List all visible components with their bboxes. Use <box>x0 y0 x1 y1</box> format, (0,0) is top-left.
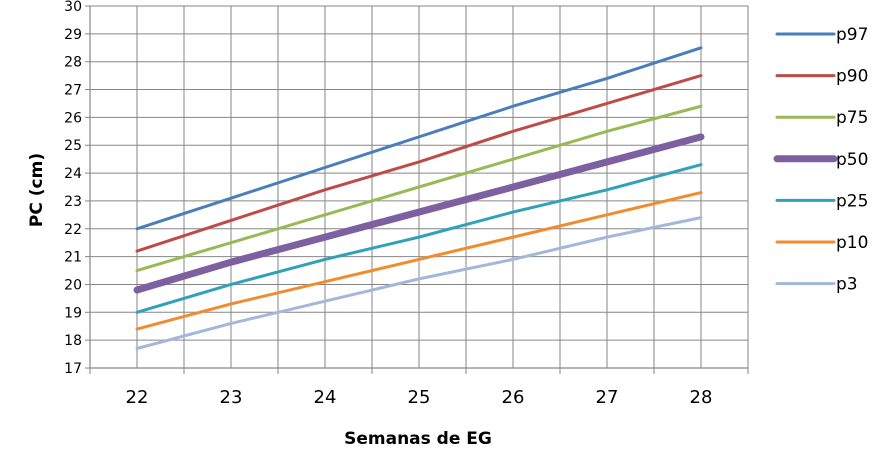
legend-label: p25 <box>836 191 868 211</box>
legend-label: p75 <box>836 108 868 128</box>
series-line-p3 <box>135 216 703 351</box>
legend-item-p10: p10 <box>775 233 868 253</box>
y-tick-label: 18 <box>64 333 82 349</box>
y-tick-label: 24 <box>64 166 82 182</box>
legend-label: p90 <box>836 67 868 87</box>
legend-item-p3: p3 <box>775 275 858 295</box>
legend-item-p25: p25 <box>775 191 868 211</box>
series-line-p90 <box>135 74 703 253</box>
y-tick-label: 21 <box>64 250 82 266</box>
series-line-p97 <box>135 46 703 231</box>
y-tick-label: 17 <box>64 361 82 377</box>
legend-label: p97 <box>836 25 868 45</box>
y-tick-label: 23 <box>64 194 82 210</box>
series-line-p50 <box>133 133 705 294</box>
series-lines <box>133 46 705 351</box>
axes: 17 18 19 20 21 22 23 24 25 26 27 28 29 30 22 23 24 25 26 27… <box>64 0 749 408</box>
legend-item-p90: p90 <box>775 67 868 87</box>
y-tick-label: 29 <box>64 27 82 43</box>
x-tick-label: 26 <box>502 387 525 408</box>
y-tick-label: 26 <box>64 110 82 126</box>
y-tick-label: 25 <box>64 138 82 154</box>
y-tick-label: 19 <box>64 305 82 321</box>
x-tick-label: 25 <box>408 387 431 408</box>
x-tick-label: 27 <box>596 387 619 408</box>
series-line-p25 <box>135 163 703 314</box>
y-tick-label: 27 <box>64 83 82 99</box>
y-axis-title: PC (cm) <box>27 153 47 227</box>
x-tick-label: 22 <box>126 387 149 408</box>
x-tick-label: 28 <box>690 387 713 408</box>
legend-item-p50: p50 <box>773 150 868 170</box>
legend: p97 p90 p75 p50 p25 p10 p3 <box>773 25 868 295</box>
x-tick-label: 24 <box>314 387 337 408</box>
y-tick-label: 22 <box>64 222 82 238</box>
legend-label: p10 <box>836 233 868 253</box>
x-axis-title: Semanas de EG <box>344 429 492 449</box>
series-line-p10 <box>135 191 703 331</box>
y-tick-label: 20 <box>64 277 82 293</box>
grid-lines <box>89 5 749 369</box>
legend-label: p3 <box>836 275 858 295</box>
x-tick-label: 23 <box>220 387 243 408</box>
legend-item-p97: p97 <box>775 25 868 45</box>
y-tick-label: 28 <box>64 55 82 71</box>
legend-item-p75: p75 <box>775 108 868 128</box>
legend-label: p50 <box>836 150 868 170</box>
y-tick-label: 30 <box>64 0 82 15</box>
series-line-p75 <box>135 104 703 273</box>
